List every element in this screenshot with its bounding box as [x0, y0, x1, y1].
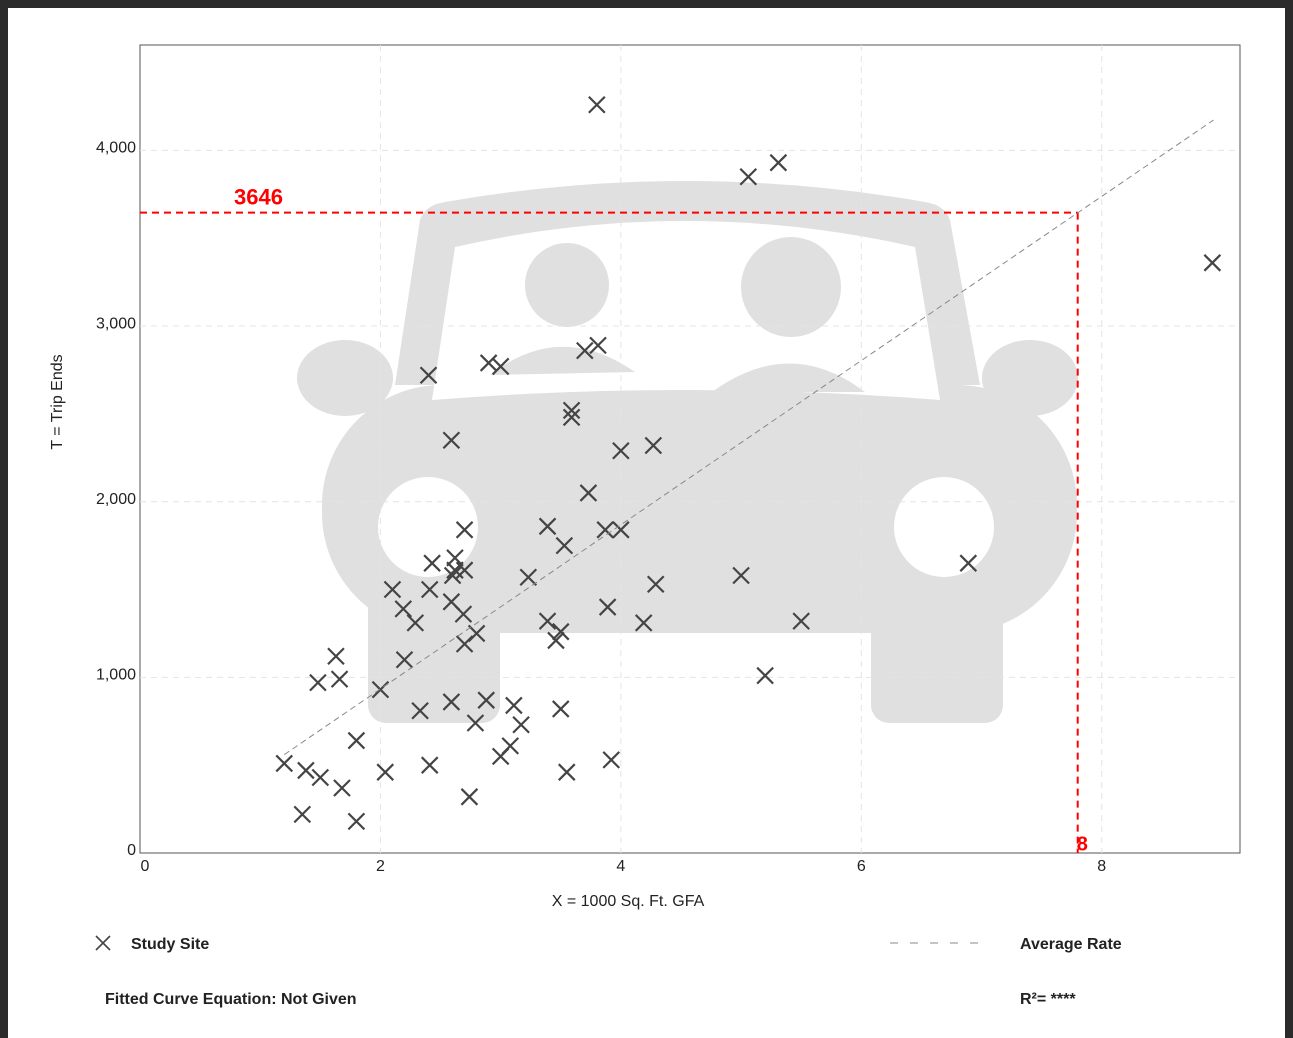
data-point	[769, 153, 788, 172]
data-point	[634, 614, 653, 632]
y-tick-label: 3,000	[96, 315, 136, 332]
data-point	[371, 680, 390, 699]
x-tick-label: 2	[376, 858, 385, 875]
data-point	[562, 401, 581, 420]
data-point	[455, 561, 474, 579]
data-point	[491, 747, 510, 766]
data-point	[538, 612, 557, 630]
x-tick-label: 6	[857, 858, 866, 875]
data-point	[443, 566, 462, 585]
x-tick-label: 4	[616, 858, 625, 875]
data-point	[411, 701, 429, 720]
y-axis-label: T = Trip Ends	[49, 354, 66, 449]
data-point	[420, 580, 439, 599]
data-point	[454, 605, 473, 623]
data-point	[519, 568, 538, 587]
data-point	[602, 751, 621, 769]
data-point	[756, 666, 774, 685]
x-tick-label: 8	[1097, 858, 1106, 875]
annotation-label: 3646	[234, 184, 283, 209]
data-point	[376, 763, 395, 781]
legend-marker	[95, 935, 111, 951]
data-point	[491, 357, 510, 376]
data-point	[612, 521, 630, 539]
data-point	[420, 756, 439, 774]
data-point	[347, 812, 366, 831]
data-point	[562, 408, 581, 427]
data-point	[551, 700, 570, 718]
data-point	[297, 761, 315, 780]
data-point	[293, 805, 312, 824]
data-point	[327, 647, 345, 666]
data-point	[419, 366, 438, 385]
data-point	[644, 436, 663, 455]
data-point	[333, 779, 351, 797]
y-tick-label: 4,000	[96, 140, 136, 157]
data-point	[588, 95, 606, 114]
data-point	[739, 167, 758, 186]
y-tick-label: 2,000	[96, 491, 136, 508]
data-point	[455, 521, 474, 539]
data-point	[792, 612, 810, 630]
annotation-label: 8	[1077, 833, 1088, 855]
data-point	[442, 431, 461, 449]
data-point	[479, 354, 498, 372]
data-point	[466, 714, 485, 732]
x-axis-label: X = 1000 Sq. Ft. GFA	[552, 893, 705, 910]
data-point	[589, 336, 607, 355]
legend-label: Study Site	[131, 936, 209, 953]
data-point	[309, 673, 327, 692]
data-point	[347, 731, 366, 750]
data-point	[512, 715, 530, 734]
car-watermark	[297, 181, 1078, 723]
data-point	[442, 693, 461, 711]
data-point	[579, 484, 598, 502]
data-point	[547, 631, 565, 650]
data-point	[477, 691, 496, 709]
footnote: R²= ****	[1020, 991, 1076, 1008]
data-point	[557, 763, 576, 781]
data-point	[406, 614, 425, 632]
legend-label: Average Rate	[1020, 936, 1122, 953]
data-point	[394, 600, 413, 618]
data-point	[330, 670, 349, 688]
x-tick-label: 0	[141, 858, 150, 875]
data-point	[646, 575, 665, 594]
y-tick-label: 1,000	[96, 667, 136, 684]
data-point	[383, 580, 402, 599]
data-point	[596, 521, 615, 539]
data-point	[576, 341, 594, 360]
data-point	[395, 651, 414, 669]
data-point	[959, 554, 978, 572]
data-point	[311, 768, 330, 787]
y-tick-label: 0	[127, 842, 136, 859]
data-point	[275, 754, 294, 773]
data-point	[538, 517, 557, 536]
data-point	[732, 566, 750, 585]
data-point	[555, 536, 574, 555]
data-point	[1203, 254, 1222, 272]
trend-line	[283, 119, 1214, 756]
data-point	[505, 696, 523, 715]
data-point	[612, 441, 630, 460]
footnote: Fitted Curve Equation: Not Given	[105, 991, 357, 1008]
data-point	[423, 554, 441, 572]
data-point	[460, 788, 479, 806]
data-point	[455, 635, 474, 653]
data-point	[598, 598, 617, 616]
data-point	[551, 622, 570, 641]
data-point	[446, 549, 464, 567]
